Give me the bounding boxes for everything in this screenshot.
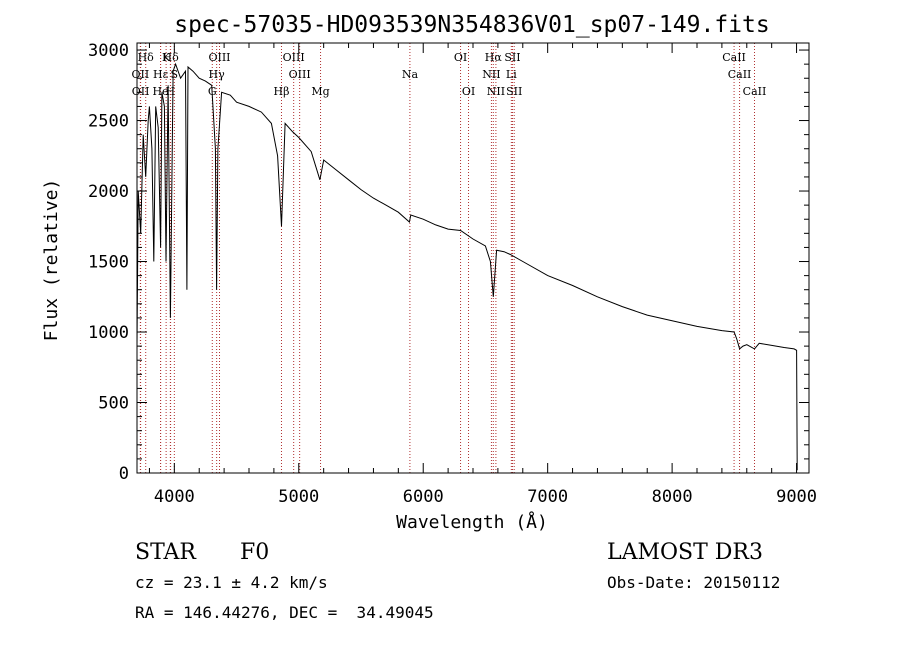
observation-date: Obs-Date: 20150112 <box>607 573 781 592</box>
line-label: Hδ <box>162 51 179 64</box>
y-axis-label: Flux (relative) <box>41 179 62 342</box>
line-label: NII <box>482 68 500 81</box>
y-tick-label: 500 <box>98 394 129 414</box>
x-axis-label: Wavelength (Å) <box>396 511 548 533</box>
spectral-line-markers <box>139 43 755 473</box>
chart-title: spec-57035-HD093539N354836V01_sp07-149.f… <box>174 12 769 38</box>
x-tick-label: 8000 <box>652 487 693 507</box>
line-label: Hγ <box>209 68 226 81</box>
line-label: OII <box>132 85 150 98</box>
x-tick-label: 4000 <box>154 487 195 507</box>
survey-name: LAMOST DR3 <box>607 540 763 565</box>
line-label: SII <box>504 51 520 64</box>
y-tick-label: 0 <box>119 464 129 484</box>
line-label: OII <box>132 68 150 81</box>
coordinates: RA = 146.44276, DEC = 34.49045 <box>135 603 434 622</box>
y-tick-label: 3000 <box>88 41 129 61</box>
line-label: OI <box>454 51 467 64</box>
x-tick-label: 7000 <box>527 487 568 507</box>
line-label: OIII <box>208 51 230 64</box>
line-label: OIII <box>283 51 305 64</box>
x-tick-label: 5000 <box>278 487 319 507</box>
axis-ticks <box>137 43 809 474</box>
line-label: SII <box>506 85 522 98</box>
line-label: S <box>171 68 179 81</box>
line-label: Na <box>402 68 419 81</box>
line-label: OIII <box>289 68 311 81</box>
y-tick-label: 1000 <box>88 323 129 343</box>
line-label: Hε <box>153 68 169 81</box>
line-label: Hα <box>485 51 503 64</box>
line-label: Mg <box>311 85 329 98</box>
line-label: H <box>166 85 176 98</box>
x-tick-label: 6000 <box>403 487 444 507</box>
y-tick-label: 2500 <box>88 112 129 132</box>
object-subclass: F0 <box>240 540 270 565</box>
line-label: CaII <box>722 51 746 64</box>
spectrum-line <box>136 62 798 471</box>
line-label: NII <box>487 85 505 98</box>
line-label: Hδ <box>138 51 155 64</box>
redshift-value: cz = 23.1 ± 4.2 km/s <box>135 573 328 592</box>
line-label: Li <box>506 68 517 81</box>
line-label: He <box>152 85 168 98</box>
object-class: STAR <box>135 540 196 565</box>
line-label: OI <box>462 85 475 98</box>
x-tick-labels: 4000 5000 6000 7000 8000 9000 <box>154 487 817 507</box>
line-label: K <box>162 51 171 64</box>
y-tick-label: 2000 <box>88 182 129 202</box>
line-label: CaII <box>743 85 767 98</box>
line-label: Hβ <box>274 85 290 98</box>
plot-frame <box>136 42 810 474</box>
y-tick-label: 1500 <box>88 253 129 273</box>
y-tick-labels: 0 500 1000 1500 2000 2500 3000 <box>88 41 129 484</box>
line-label: CaII <box>728 68 752 81</box>
x-tick-label: 9000 <box>776 487 817 507</box>
